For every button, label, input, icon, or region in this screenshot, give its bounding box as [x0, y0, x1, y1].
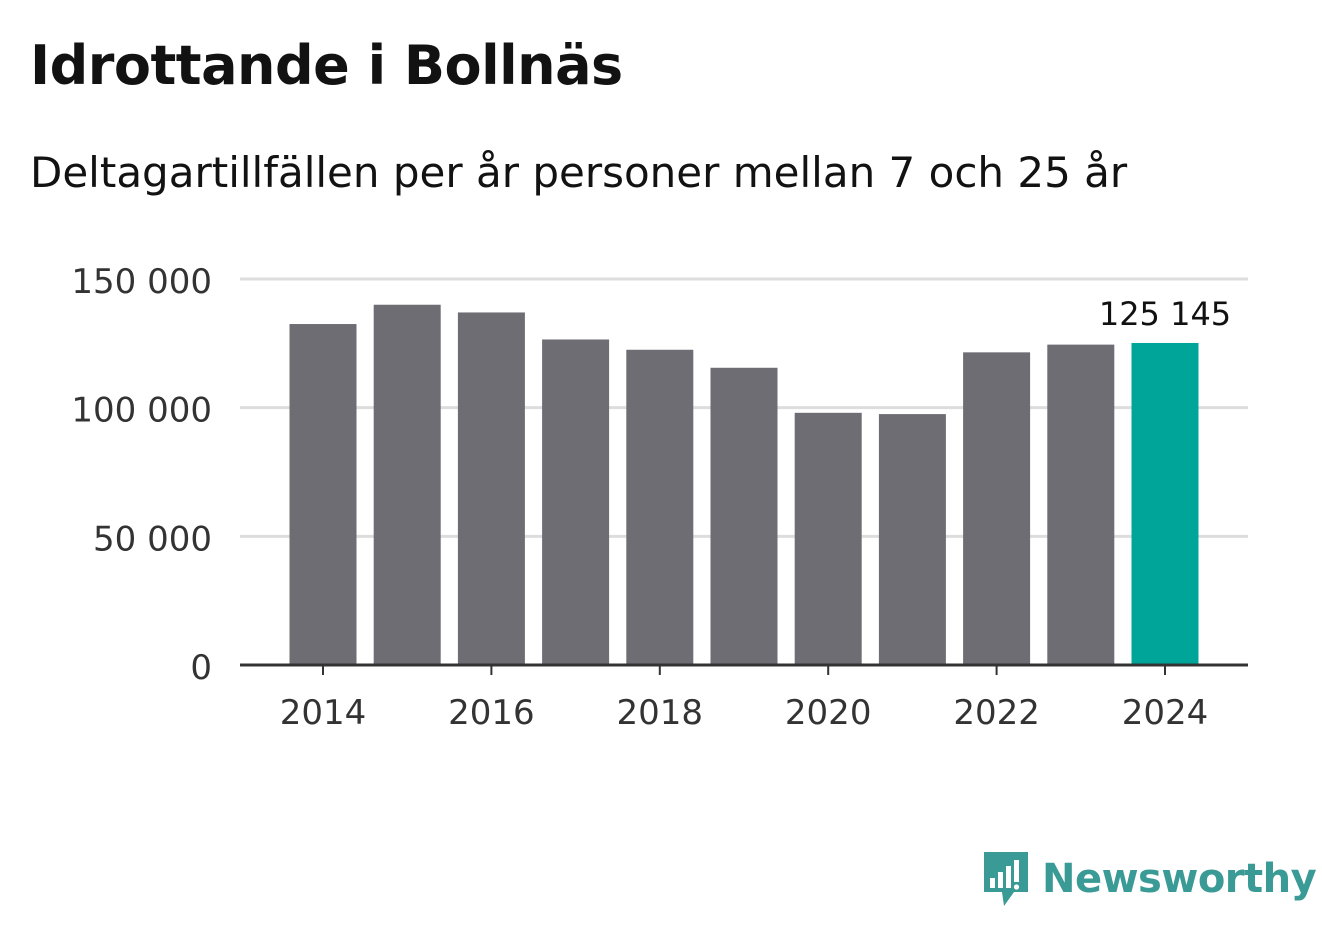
x-tick-label: 2014: [280, 693, 367, 733]
chart-subtitle: Deltagartillfällen per år personer mella…: [30, 148, 1128, 197]
bar-2024: [1131, 342, 1199, 665]
bar-2015: [373, 304, 441, 665]
data-label-highlight: 125 145: [1099, 295, 1231, 333]
x-tick-label: 2022: [953, 693, 1040, 733]
x-tick-label: 2020: [785, 693, 872, 733]
y-tick-label: 50 000: [93, 519, 212, 559]
newsworthy-logo: Newsworthy: [980, 848, 1317, 910]
x-tick-label: 2024: [1122, 693, 1209, 733]
y-tick-label: 100 000: [71, 391, 212, 431]
bar-chart-speech-bubble-icon: [984, 852, 1028, 906]
y-tick-label: 150 000: [71, 262, 212, 302]
bar-2021: [878, 414, 946, 665]
bar-2018: [626, 349, 694, 665]
bar-2016: [457, 312, 525, 665]
bar-2017: [542, 339, 610, 665]
bar-2014: [289, 324, 357, 665]
bar-2023: [1047, 344, 1115, 665]
bar-2020: [794, 412, 862, 665]
bar-2019: [710, 367, 778, 665]
y-axis-ticks: 0 50 000 100 000 150 000: [71, 262, 212, 688]
bars: [289, 304, 1199, 665]
x-axis-ticks: 2014 2016 2018 2020 2022 2024: [280, 665, 1209, 733]
bar-2022: [963, 352, 1031, 665]
data-labels: 125 145: [1099, 295, 1231, 333]
y-tick-label: 0: [190, 648, 212, 688]
brand-name: Newsworthy: [1042, 856, 1317, 902]
x-tick-label: 2018: [617, 693, 704, 733]
chart-title: Idrottande i Bollnäs: [30, 34, 623, 97]
x-tick-label: 2016: [448, 693, 535, 733]
